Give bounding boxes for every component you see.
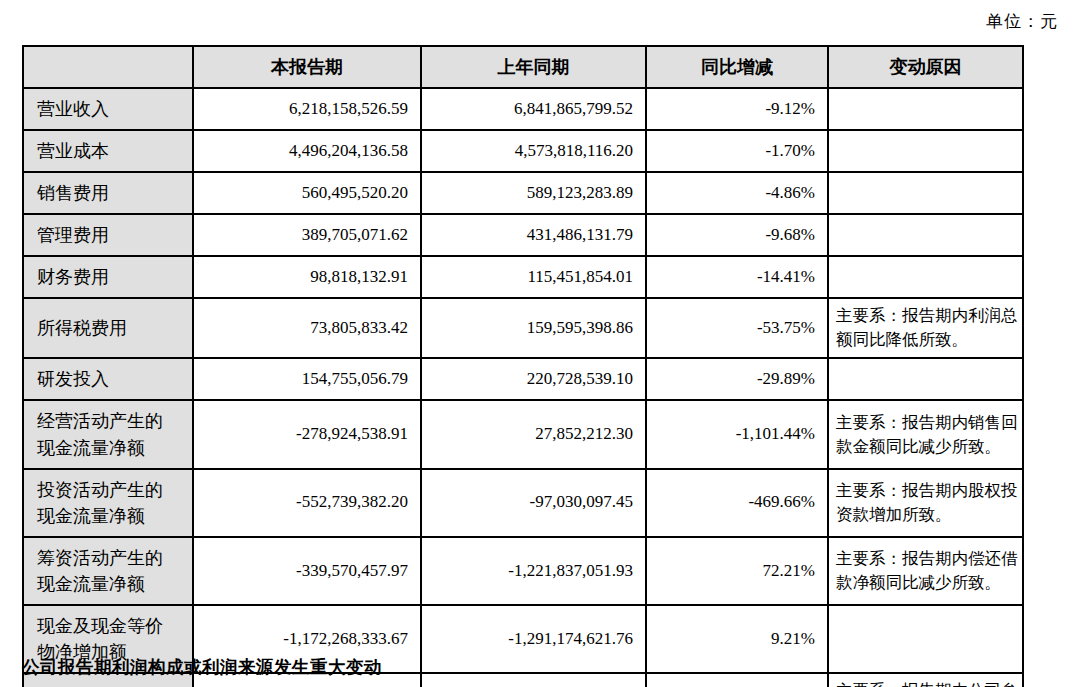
- prior-period-value: 6,841,865,799.52: [421, 88, 646, 130]
- prior-period-value: -1,221,837,051.93: [421, 537, 646, 605]
- change-reason: 主要系：报告期内销售回款金额同比减少所致。: [828, 400, 1023, 468]
- table-body: 营业收入6,218,158,526.596,841,865,799.52-9.1…: [23, 88, 1023, 687]
- header-prior-period: 上年同期: [421, 46, 646, 88]
- change-reason: [828, 358, 1023, 400]
- yoy-change-value: 9.21%: [646, 605, 828, 673]
- prior-period-value: -1,291,174,621.76: [421, 605, 646, 673]
- change-reason: [828, 214, 1023, 256]
- yoy-change-value: -1.70%: [646, 130, 828, 172]
- change-reason: [828, 605, 1023, 673]
- current-period-value: 6,218,158,526.59: [193, 88, 421, 130]
- table-row: 财务费用98,818,132.91115,451,854.01-14.41%: [23, 256, 1023, 298]
- row-label: 管理费用: [23, 214, 193, 256]
- yoy-change-value: -9.68%: [646, 214, 828, 256]
- current-period-value: 154,755,056.79: [193, 358, 421, 400]
- prior-period-value: 3,180,665.82: [421, 673, 646, 687]
- header-current-period: 本报告期: [193, 46, 421, 88]
- change-reason: [828, 88, 1023, 130]
- yoy-change-value: -53.75%: [646, 298, 828, 358]
- header-row-label: [23, 46, 193, 88]
- current-period-value: -552,739,382.20: [193, 469, 421, 537]
- prior-period-value: 220,728,539.10: [421, 358, 646, 400]
- table-row: 营业收入6,218,158,526.596,841,865,799.52-9.1…: [23, 88, 1023, 130]
- unit-label: 单位：元: [986, 10, 1058, 33]
- current-period-value: 98,818,132.91: [193, 256, 421, 298]
- current-period-value: 4,496,204,136.58: [193, 130, 421, 172]
- table-row: 管理费用389,705,071.62431,486,131.79-9.68%: [23, 214, 1023, 256]
- change-reason: 主要系：报告期内利润总额同比降低所致。: [828, 298, 1023, 358]
- prior-period-value: -97,030,097.45: [421, 469, 646, 537]
- change-reason: [828, 130, 1023, 172]
- table-row: 所得税费用73,805,833.42159,595,398.86-53.75%主…: [23, 298, 1023, 358]
- table-row: 经营活动产生的现金流量净额-278,924,538.9127,852,212.3…: [23, 400, 1023, 468]
- row-label: 经营活动产生的现金流量净额: [23, 400, 193, 468]
- current-period-value: -339,570,457.97: [193, 537, 421, 605]
- current-period-value: 389,705,071.62: [193, 214, 421, 256]
- yoy-change-value: -607.81%: [646, 673, 828, 687]
- row-label: 销售费用: [23, 172, 193, 214]
- row-label: 营业收入: [23, 88, 193, 130]
- yoy-change-value: -9.12%: [646, 88, 828, 130]
- table-row: 研发投入154,755,056.79220,728,539.10-29.89%: [23, 358, 1023, 400]
- change-reason: 主要系：报告期内偿还借款净额同比减少所致。: [828, 537, 1023, 605]
- prior-period-value: 27,852,212.30: [421, 400, 646, 468]
- current-period-value: 560,495,520.20: [193, 172, 421, 214]
- change-reason: [828, 172, 1023, 214]
- row-label: 营业成本: [23, 130, 193, 172]
- report-page: 单位：元 本报告期 上年同期 同比增减 变动原因 营业收入6,218,158,5…: [0, 0, 1080, 687]
- change-reason: [828, 256, 1023, 298]
- change-reason: 主要系：报告期内股权投资款增加所致。: [828, 469, 1023, 537]
- current-period-value: -278,924,538.91: [193, 400, 421, 468]
- prior-period-value: 589,123,283.89: [421, 172, 646, 214]
- yoy-change-value: -29.89%: [646, 358, 828, 400]
- table-header-row: 本报告期 上年同期 同比增减 变动原因: [23, 46, 1023, 88]
- row-label: 财务费用: [23, 256, 193, 298]
- current-period-value: 73,805,833.42: [193, 298, 421, 358]
- row-label: 所得税费用: [23, 298, 193, 358]
- prior-period-value: 431,486,131.79: [421, 214, 646, 256]
- table-row: 投资活动产生的现金流量净额-552,739,382.20-97,030,097.…: [23, 469, 1023, 537]
- prior-period-value: 159,595,398.86: [421, 298, 646, 358]
- yoy-change-value: -4.86%: [646, 172, 828, 214]
- yoy-change-value: -14.41%: [646, 256, 828, 298]
- header-change-reason: 变动原因: [828, 46, 1023, 88]
- change-reason: 主要系：报告期内公司参与投资的产业基金估值变动所致。: [828, 673, 1023, 687]
- row-label: 研发投入: [23, 358, 193, 400]
- row-label: 筹资活动产生的现金流量净额: [23, 537, 193, 605]
- prior-period-value: 4,573,818,116.20: [421, 130, 646, 172]
- prior-period-value: 115,451,854.01: [421, 256, 646, 298]
- yoy-change-value: -469.66%: [646, 469, 828, 537]
- table-row: 筹资活动产生的现金流量净额-339,570,457.97-1,221,837,0…: [23, 537, 1023, 605]
- yoy-change-value: 72.21%: [646, 537, 828, 605]
- table-row: 销售费用560,495,520.20589,123,283.89-4.86%: [23, 172, 1023, 214]
- row-label: 投资活动产生的现金流量净额: [23, 469, 193, 537]
- yoy-change-value: -1,101.44%: [646, 400, 828, 468]
- header-yoy-change: 同比增减: [646, 46, 828, 88]
- financial-table: 本报告期 上年同期 同比增减 变动原因 营业收入6,218,158,526.59…: [22, 45, 1024, 687]
- footer-note: 公司报告期利润构成或利润来源发生重大变动: [22, 655, 382, 679]
- table-row: 营业成本4,496,204,136.584,573,818,116.20-1.7…: [23, 130, 1023, 172]
